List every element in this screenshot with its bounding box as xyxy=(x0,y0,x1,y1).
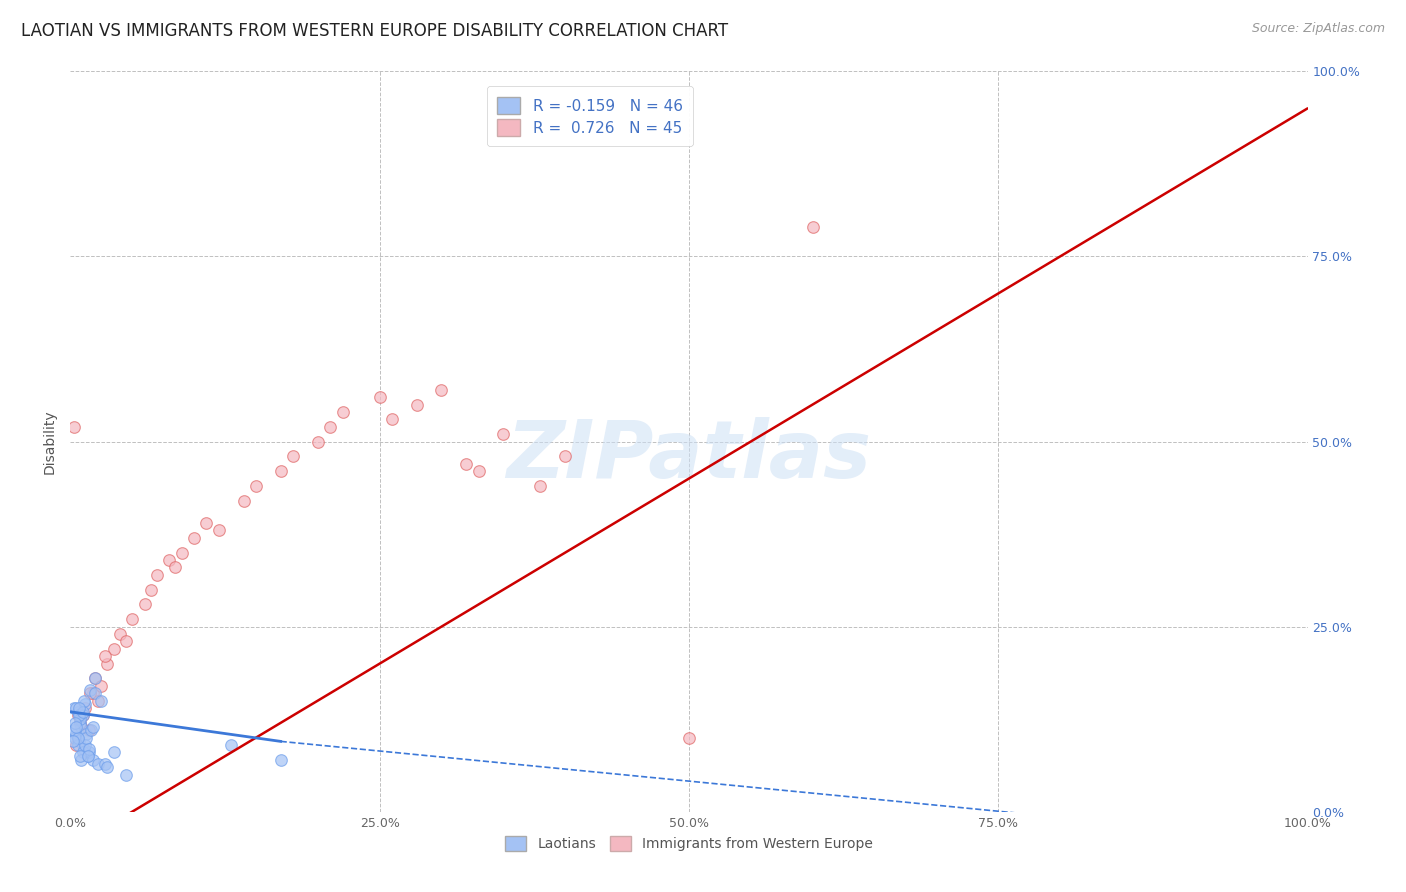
Point xyxy=(75,731,97,745)
Point xyxy=(103,641,125,656)
Point xyxy=(157,553,180,567)
Point xyxy=(69,715,91,730)
Point xyxy=(232,493,254,508)
Point xyxy=(65,701,87,715)
Point xyxy=(368,390,391,404)
Point xyxy=(146,567,169,582)
Point xyxy=(66,705,89,719)
Point xyxy=(67,734,90,748)
Point xyxy=(84,672,107,686)
Point xyxy=(84,672,107,686)
Point xyxy=(76,749,98,764)
Point xyxy=(65,731,87,745)
Point xyxy=(80,723,103,738)
Point xyxy=(94,756,117,771)
Point xyxy=(79,682,101,697)
Point xyxy=(65,720,87,734)
Point xyxy=(82,720,104,734)
Point xyxy=(73,741,96,756)
Point xyxy=(90,694,112,708)
Point xyxy=(245,479,267,493)
Point xyxy=(554,450,576,464)
Point xyxy=(69,715,91,730)
Point xyxy=(492,427,515,442)
Point xyxy=(75,727,97,741)
Point xyxy=(307,434,329,449)
Point xyxy=(121,612,143,626)
Point xyxy=(108,627,131,641)
Point xyxy=(72,705,94,719)
Legend: Laotians, Immigrants from Western Europe: Laotians, Immigrants from Western Europe xyxy=(499,830,879,856)
Point xyxy=(62,734,84,748)
Point xyxy=(103,746,125,760)
Point xyxy=(63,723,86,738)
Point xyxy=(165,560,187,574)
Point xyxy=(96,760,118,774)
Point xyxy=(75,698,97,712)
Point xyxy=(69,749,91,764)
Text: Source: ZipAtlas.com: Source: ZipAtlas.com xyxy=(1251,22,1385,36)
Point xyxy=(75,738,97,752)
Point xyxy=(270,753,292,767)
Point xyxy=(67,708,90,723)
Point xyxy=(75,701,97,715)
Point xyxy=(319,419,342,434)
Point xyxy=(86,694,108,708)
Point xyxy=(94,649,117,664)
Point xyxy=(115,634,138,648)
Point xyxy=(72,746,94,760)
Point xyxy=(65,738,87,752)
Point xyxy=(430,383,453,397)
Point xyxy=(77,723,100,738)
Point xyxy=(678,731,700,745)
Point xyxy=(381,412,404,426)
Point xyxy=(82,686,104,700)
Point xyxy=(69,712,91,726)
Point xyxy=(195,516,218,530)
Point xyxy=(82,753,104,767)
Point xyxy=(139,582,162,597)
Point xyxy=(72,708,94,723)
Point xyxy=(170,546,193,560)
Point xyxy=(73,694,96,708)
Point xyxy=(801,219,824,234)
Point xyxy=(467,464,489,478)
Point xyxy=(86,756,108,771)
Point xyxy=(456,457,478,471)
Point xyxy=(63,419,86,434)
Text: ZIPatlas: ZIPatlas xyxy=(506,417,872,495)
Point xyxy=(270,464,292,478)
Point xyxy=(70,753,93,767)
Point xyxy=(96,657,118,671)
Point xyxy=(115,767,138,781)
Point xyxy=(76,749,98,764)
Point xyxy=(72,708,94,723)
Point xyxy=(66,708,89,723)
Y-axis label: Disability: Disability xyxy=(44,409,58,474)
Point xyxy=(529,479,551,493)
Point xyxy=(79,686,101,700)
Point xyxy=(134,598,156,612)
Point xyxy=(219,738,242,752)
Point xyxy=(332,405,354,419)
Point xyxy=(405,398,427,412)
Point xyxy=(183,531,205,545)
Point xyxy=(65,715,87,730)
Point xyxy=(65,727,87,741)
Point xyxy=(77,741,100,756)
Point xyxy=(70,720,93,734)
Point xyxy=(66,738,89,752)
Point xyxy=(208,524,231,538)
Point xyxy=(77,746,100,760)
Point xyxy=(66,731,89,745)
Point xyxy=(67,701,90,715)
Point xyxy=(63,701,86,715)
Text: LAOTIAN VS IMMIGRANTS FROM WESTERN EUROPE DISABILITY CORRELATION CHART: LAOTIAN VS IMMIGRANTS FROM WESTERN EUROP… xyxy=(21,22,728,40)
Point xyxy=(84,686,107,700)
Point xyxy=(90,679,112,693)
Point xyxy=(281,450,304,464)
